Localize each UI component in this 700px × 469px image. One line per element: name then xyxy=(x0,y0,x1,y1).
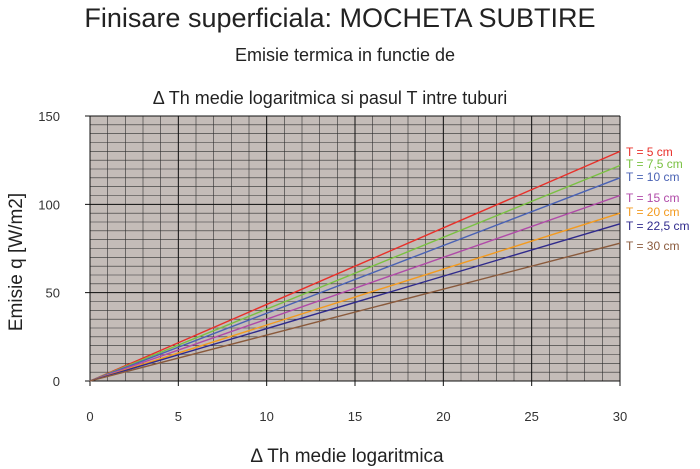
legend-entry: T = 22,5 cm xyxy=(626,219,689,233)
x-axis-label: Δ Th medie logaritmica xyxy=(250,446,444,467)
y-tick-label: 50 xyxy=(46,286,60,301)
grid-major xyxy=(85,115,621,386)
legend-entry: T = 20 cm xyxy=(626,205,679,219)
y-axis-label: Emisie q [W/m2] xyxy=(6,193,27,331)
x-tick-label: 30 xyxy=(613,409,627,424)
x-axis-ticks: 0 5 10 15 20 25 30 xyxy=(86,409,627,424)
series-line xyxy=(89,223,621,382)
x-tick-label: 10 xyxy=(259,409,273,424)
series-line xyxy=(89,194,621,382)
x-tick-label: 5 xyxy=(175,409,182,424)
series-line xyxy=(89,150,621,382)
series-lines xyxy=(89,150,621,382)
y-tick-label: 100 xyxy=(38,197,60,212)
x-tick-label: 0 xyxy=(86,409,93,424)
legend-entry: T = 5 cm xyxy=(626,145,673,159)
y-axis-ticks: 0 50 100 150 xyxy=(38,109,60,389)
legend-entry: T = 7,5 cm xyxy=(626,157,683,171)
series-line xyxy=(89,164,621,382)
y-tick-label: 150 xyxy=(38,109,60,124)
legend-entry: T = 15 cm xyxy=(626,191,679,205)
legend-entry: T = 30 cm xyxy=(626,239,679,253)
chart-subtitle-line1: Emisie termica in functie de xyxy=(235,45,455,65)
x-tick-label: 25 xyxy=(524,409,538,424)
y-tick-label: 0 xyxy=(53,374,60,389)
series-line xyxy=(89,212,621,382)
legend-entry: T = 10 cm xyxy=(626,170,679,184)
legend: T = 5 cmT = 7,5 cmT = 10 cmT = 15 cmT = … xyxy=(626,145,689,253)
chart-subtitle-line2: Δ Th medie logaritmica si pasul T intre … xyxy=(153,88,508,108)
chart-title: Finisare superficiala: MOCHETA SUBTIRE xyxy=(84,3,595,33)
x-tick-label: 20 xyxy=(436,409,450,424)
x-tick-label: 15 xyxy=(348,409,362,424)
series-line xyxy=(89,177,621,382)
series-line xyxy=(89,242,621,382)
